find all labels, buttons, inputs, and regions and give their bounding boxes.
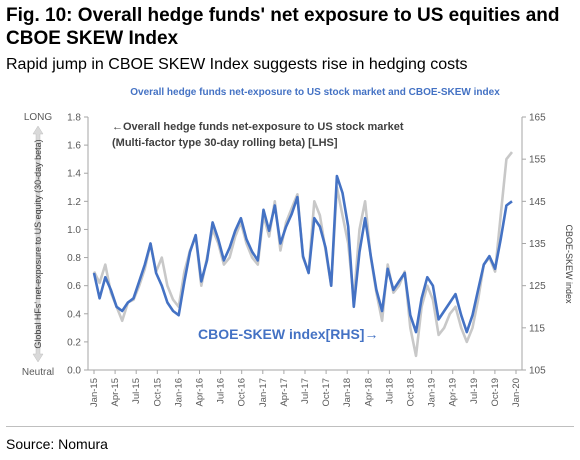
x-tick-label: Oct-16 — [237, 378, 248, 407]
y-right-tick-label: 125 — [529, 281, 546, 292]
figure-subtitle: Rapid jump in CBOE SKEW Index suggests r… — [6, 56, 468, 73]
x-tick-label: Apr-19 — [448, 378, 459, 407]
y-left-bottom-marker: Neutral — [22, 367, 54, 378]
y-right-tick-label: 115 — [529, 323, 545, 334]
y-left-tick-label: 1.6 — [67, 141, 81, 152]
y-left-tick-label: 0.2 — [67, 337, 81, 348]
source-note: Source: Nomura — [6, 436, 108, 452]
y-left-tick-label: 0.6 — [67, 281, 81, 292]
y-left-tick-label: 1.2 — [67, 197, 81, 208]
x-tick-label: Apr-15 — [110, 378, 121, 407]
figure-title: Fig. 10: Overall hedge funds' net exposu… — [6, 5, 560, 49]
x-tick-label: Oct-15 — [152, 378, 163, 407]
lhs-series-annotation-line2: (Multi-factor type 30-day rolling beta) … — [112, 137, 338, 149]
x-tick-label: Jan-16 — [173, 378, 184, 407]
rhs-series-annotation: CBOE-SKEW index[RHS]→ — [198, 326, 378, 342]
y-left-top-marker: LONG — [24, 112, 53, 123]
x-tick-label: Jul-19 — [469, 378, 480, 404]
x-tick-label: Jan-15 — [89, 378, 100, 407]
x-ticks: Jan-15 Apr-15 Jul-15 Oct-15 Jan-16 Apr-16 Jul-… — [89, 370, 522, 407]
x-tick-label: Jul-16 — [216, 378, 227, 404]
y-left-tick-label: 1.0 — [67, 225, 81, 236]
y-left-tick-label: 1.4 — [67, 169, 81, 180]
y-left-tick-label: 1.8 — [67, 113, 81, 124]
y-right-tick-label: 165 — [529, 113, 546, 124]
y-right-ticks: 105 115 125 135 145 155 165 — [522, 113, 546, 377]
x-tick-label: Oct-17 — [321, 378, 332, 407]
lhs-series-annotation-line1: ←Overall hedge funds net-exposure to US … — [112, 121, 404, 133]
x-tick-label: Apr-17 — [279, 378, 290, 407]
x-tick-label: Jul-18 — [384, 378, 395, 404]
y-right-tick-label: 135 — [529, 239, 546, 250]
x-tick-label: Apr-16 — [195, 378, 206, 407]
x-tick-label: Oct-19 — [490, 378, 501, 407]
x-tick-label: Jul-17 — [300, 378, 311, 404]
x-tick-label: Jul-15 — [131, 378, 142, 404]
y-right-tick-label: 155 — [529, 155, 546, 166]
y-right-tick-label: 105 — [529, 366, 546, 377]
chart: Overall hedge funds net-exposure to US s… — [22, 87, 574, 407]
y-left-arrow — [32, 125, 44, 363]
x-tick-label: Jan-19 — [427, 378, 438, 407]
y-left-ticks: 0.0 0.2 0.4 0.6 0.8 1.0 1.2 1.4 1.6 1.8 — [67, 113, 88, 377]
y-left-tick-label: 0.4 — [67, 309, 81, 320]
series-layer — [92, 151, 514, 358]
chart-title: Overall hedge funds net-exposure to US s… — [130, 87, 500, 98]
x-tick-label: Jan-20 — [511, 378, 522, 407]
x-tick-label: Jan-17 — [258, 378, 269, 407]
footer-rule — [6, 426, 574, 427]
y-left-axis-label: Global HFs' net-exposure to US equity (3… — [33, 139, 43, 348]
x-tick-label: Apr-18 — [363, 378, 374, 407]
y-right-axis-label: CBOE-SKEW index — [564, 224, 574, 304]
x-tick-label: Oct-18 — [406, 378, 417, 407]
x-tick-label: Jan-18 — [342, 378, 353, 407]
rhs-series-line — [92, 174, 513, 334]
y-right-tick-label: 145 — [529, 197, 546, 208]
y-left-tick-label: 0.0 — [67, 366, 81, 377]
y-left-tick-label: 0.8 — [67, 253, 81, 264]
